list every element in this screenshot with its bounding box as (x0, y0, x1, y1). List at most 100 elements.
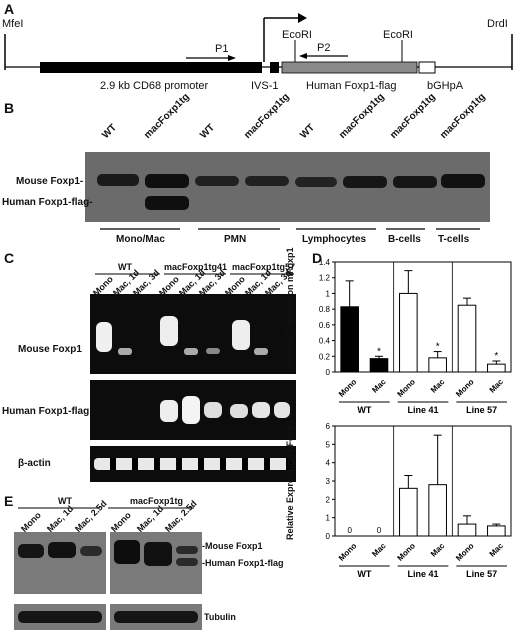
e-tubulin-tg (110, 604, 202, 630)
d-bottom-category-label: Mac (429, 541, 447, 559)
b-band-mouse-6 (343, 176, 387, 188)
c3-bands (94, 458, 292, 470)
bgh-label: bGHpA (427, 80, 464, 92)
d-top-ytick-label: 1 (326, 289, 331, 298)
b-group-monomac: Mono/Mac (116, 234, 165, 245)
d-bottom-bar (428, 484, 447, 537)
c1-band-7 (232, 320, 250, 350)
c-row-mouse-foxp1: Mouse Foxp1 (18, 344, 82, 355)
c-group-tg57: macFoxp1tg57 (232, 262, 296, 272)
d-bottom-chart: 6 5 4 3 2 1 0 0 Mono 0 Mac Mono Mac Mono Mac WT Line 41 L… (326, 422, 512, 579)
b-band-mouse-3 (195, 176, 239, 186)
d-bottom-bar (457, 523, 477, 537)
d-bottom-category-label: Mac (370, 541, 388, 559)
ecori2-label: EcoRI (383, 29, 413, 41)
e-human-foxp1-label: -Human Foxp1-flag (202, 558, 284, 568)
d-bottom-group-label: Line 41 (407, 569, 438, 579)
b-group-tcells: T-cells (438, 234, 470, 245)
d-top-ytick-label: 0.8 (319, 305, 331, 314)
c2-band-9 (274, 402, 290, 418)
foxp1-box (281, 61, 418, 74)
b-band-mouse-7 (393, 176, 437, 188)
c1-band-8 (254, 348, 268, 355)
d-top-significance-star: * (377, 346, 381, 357)
c2-band-5 (182, 396, 200, 424)
b-band-human-2 (145, 196, 189, 210)
d-top-bar (369, 358, 389, 373)
d-top-ytick-label: 1.2 (319, 274, 331, 283)
d-bottom-category-label: Mono (337, 541, 359, 563)
d-bottom-category-label: Mac (488, 541, 506, 559)
d-top-category-label: Mono (396, 377, 418, 399)
d-bottom-ytick-label: 0 (326, 532, 331, 541)
e-tubulin-label: Tubulin (204, 612, 236, 622)
ecori1-label: EcoRI (282, 29, 312, 41)
ivs-box (270, 62, 279, 73)
c1-band-6 (206, 348, 220, 354)
d-bottom-zero-label: 0 (377, 526, 382, 535)
panel-b-label: B (4, 100, 15, 116)
d-top-bar (457, 304, 477, 373)
d-top-ytick-label: 0.6 (319, 321, 331, 330)
p1-label: P1 (215, 43, 229, 55)
e-blot-tg (110, 532, 202, 594)
d-bottom-group-label: WT (357, 569, 371, 579)
e-band-5 (144, 542, 172, 566)
d-top-group-label: WT (357, 405, 371, 415)
b-band-mouse-2 (145, 174, 189, 188)
e-tubulin-wt (14, 604, 106, 630)
foxp1-label: Human Foxp1-flag (306, 80, 397, 92)
c-group-lines (95, 273, 294, 275)
d-top-ytick-label: 1.4 (319, 258, 331, 267)
e-band-1 (18, 544, 44, 558)
d-bottom-zero-label: 0 (347, 526, 352, 535)
p2-arrowhead (299, 53, 307, 59)
e-group-tg: macFoxp1tg (130, 496, 184, 506)
b-band-mouse-1 (97, 174, 139, 186)
d-top-ytick-label: 0.4 (319, 337, 331, 346)
d-bottom-ytick-label: 4 (326, 459, 331, 468)
gel-human-foxp1 (90, 380, 296, 440)
d-top-category-label: Mac (488, 377, 506, 395)
c1-band-2 (118, 348, 132, 355)
d-top-significance-star: * (436, 342, 440, 353)
drdi-label: DrdI (487, 18, 508, 30)
e-mouse-foxp1-label: -Mouse Foxp1 (202, 541, 263, 551)
c1-band-4 (160, 316, 178, 346)
d-bottom-ytick-label: 2 (326, 495, 331, 504)
ivs-label: IVS-1 (251, 80, 279, 92)
d-top-group-label: Line 57 (466, 405, 497, 415)
d-bottom-bar (399, 487, 418, 537)
panel-a-label: A (4, 1, 15, 17)
promoter-label: 2.9 kb CD68 promoter (100, 80, 209, 92)
d-bottom-frame (334, 425, 512, 537)
b-human-foxp1-label: Human Foxp1-flag- (2, 197, 93, 208)
b-group-bcells: B-cells (388, 234, 421, 245)
e-band-4 (114, 540, 140, 564)
b-band-mouse-5 (295, 177, 337, 187)
panel-d-label: D (312, 250, 323, 266)
d-top-bar (487, 363, 506, 373)
e-group-lines (18, 507, 194, 509)
mfei-label: MfeI (2, 18, 24, 30)
western-blot-b (85, 152, 490, 222)
d-top-ytick-label: 0.2 (319, 352, 331, 361)
p2-label: P2 (317, 42, 331, 54)
e-band-2 (48, 542, 76, 558)
b-mouse-foxp1-label: Mouse Foxp1- (16, 176, 84, 187)
d-top-bar (340, 306, 359, 373)
b-band-mouse-8 (441, 174, 485, 188)
e-tub-band-tg (114, 611, 198, 623)
c-row-human-foxp1: Human Foxp1-flag (2, 406, 90, 417)
p1-arrowhead (228, 55, 236, 61)
d-top-significance-star: * (494, 351, 498, 362)
c2-band-8 (252, 402, 270, 418)
d-top-category-label: Mac (429, 377, 447, 395)
c2-band-7 (230, 404, 248, 418)
d-bottom-ytick-label: 5 (326, 440, 331, 449)
d-bottom-category-label: Mono (454, 541, 476, 563)
d-bottom-ytick-label: 3 (326, 477, 331, 486)
gel-beta-actin (90, 446, 296, 482)
b-band-mouse-4 (245, 176, 289, 186)
